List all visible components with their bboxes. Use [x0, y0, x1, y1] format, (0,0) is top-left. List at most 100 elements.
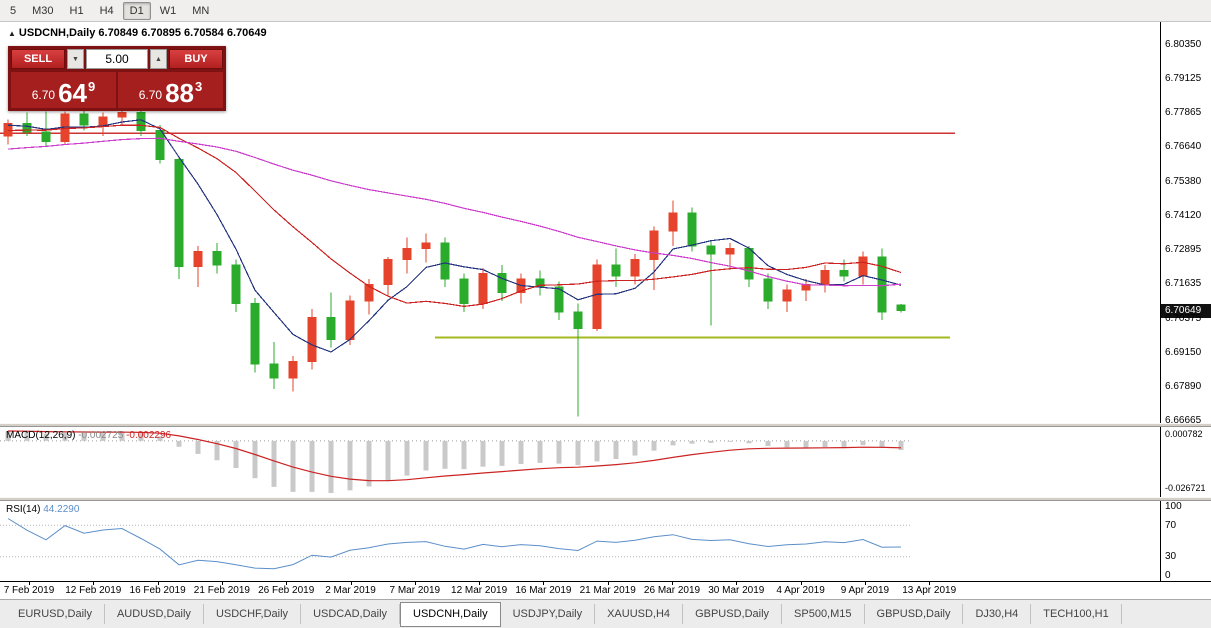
- chart-tab-usdjpy-daily[interactable]: USDJPY,Daily: [501, 604, 596, 624]
- price-scale-label: 6.66665: [1165, 415, 1202, 426]
- ma-5-line: [7, 119, 902, 353]
- horizontal-lines: [0, 132, 955, 339]
- chart-window: 0.000782 -0.026721 6.70649 6.80350 6.7912…: [0, 22, 1211, 599]
- price-scale-label: 6.75380: [1165, 175, 1202, 187]
- date-tick: [800, 582, 802, 585]
- time-axis[interactable]: 7 Feb 2019 12 Feb 2019 16 Feb 2019 21 Feb 2…: [0, 581, 1211, 599]
- rsi-scale-label: 70: [1165, 519, 1177, 531]
- macd-name: MACD(12,26,9): [6, 430, 76, 441]
- ask-prefix: 6.70: [138, 88, 163, 102]
- volume-input[interactable]: [86, 49, 148, 69]
- rsi-value: 44.2290: [43, 504, 80, 515]
- price-scale-label: 6.71635: [1165, 278, 1202, 290]
- symbol-title: USDCNH,Daily: [18, 27, 96, 39]
- price-scale-label: 6.72895: [1165, 243, 1202, 255]
- date-tick: [736, 582, 738, 585]
- chart-tab-audusd-daily[interactable]: AUDUSD,Daily: [105, 604, 204, 624]
- macd-label: MACD(12,26,9) -0.002725 -0.002296: [6, 430, 171, 441]
- rsi-line: [7, 518, 902, 570]
- candles-layer: [3, 108, 906, 417]
- price-scale[interactable]: 0.000782 -0.026721 6.70649 6.80350 6.7912…: [1160, 22, 1211, 581]
- date-label: 21 Mar 2019: [579, 585, 636, 596]
- panel-divider[interactable]: [0, 423, 1211, 427]
- price-scale-label: 6.77865: [1165, 107, 1202, 119]
- date-label: 7 Mar 2019: [389, 585, 441, 596]
- date-tick: [543, 582, 545, 585]
- bid-pip-digit: 9: [88, 79, 96, 94]
- current-price-tag: 6.70649: [1161, 303, 1211, 318]
- macd-signal-value: -0.002296: [126, 430, 172, 441]
- macd-main-value: -0.002725: [78, 430, 124, 441]
- chart-header: ▲ USDCNH,Daily 6.70849 6.70895 6.70584 6.…: [8, 27, 267, 39]
- chart-tab-gbpusd-daily[interactable]: GBPUSD,Daily: [865, 604, 964, 624]
- rsi-scale-label: 100: [1165, 501, 1182, 512]
- bid-quote[interactable]: 6.70 64 9: [11, 72, 116, 108]
- macd-signal-line: [7, 430, 902, 482]
- macd-histogram: [5, 431, 904, 493]
- price-chart-canvas[interactable]: [0, 22, 1160, 423]
- buy-button[interactable]: BUY: [169, 49, 223, 69]
- price-scale-label: 6.67890: [1165, 381, 1202, 393]
- chart-tab-usdcad-daily[interactable]: USDCAD,Daily: [301, 604, 401, 624]
- date-tick: [286, 582, 288, 585]
- timeframe-toolbar: 5 M30 H1 H4 D1 W1 MN: [0, 0, 1211, 22]
- panel-divider[interactable]: [0, 497, 1211, 501]
- chart-tab-dj30-h4[interactable]: DJ30,H4: [963, 604, 1032, 624]
- date-tick: [221, 582, 223, 585]
- chart-tab-tech100-h1[interactable]: TECH100,H1: [1031, 604, 1122, 624]
- chart-tab-usdchf-daily[interactable]: USDCHF,Daily: [204, 604, 302, 624]
- price-scale-label: 6.76640: [1165, 140, 1202, 152]
- date-tick: [607, 582, 609, 585]
- price-scale-label: 6.70375: [1165, 313, 1202, 325]
- date-label: 16 Feb 2019: [129, 585, 186, 596]
- date-label: 2 Mar 2019: [325, 585, 376, 596]
- rsi-indicator-canvas[interactable]: [0, 501, 1160, 581]
- ma-34-line: [7, 137, 902, 287]
- price-scale-label: 6.79125: [1165, 72, 1202, 84]
- date-label: 9 Apr 2019: [840, 585, 890, 596]
- chart-tab-gbpusd-daily[interactable]: GBPUSD,Daily: [683, 604, 783, 624]
- date-tick: [350, 582, 352, 585]
- ask-pip-digit: 3: [195, 79, 203, 94]
- date-label: 7 Feb 2019: [3, 585, 55, 596]
- date-label: 21 Feb 2019: [193, 585, 250, 596]
- macd-scale-max: 0.000782: [1165, 429, 1203, 439]
- timeframe-button-w1[interactable]: W1: [159, 4, 177, 17]
- rsi-scale-label: 30: [1165, 551, 1177, 563]
- chart-tab-bar: EURUSD,Daily AUDUSD,Daily USDCHF,Daily USDC…: [0, 599, 1211, 628]
- macd-scale-min: -0.026721: [1165, 483, 1206, 493]
- date-tick: [864, 582, 866, 585]
- ask-quote[interactable]: 6.70 88 3: [118, 72, 223, 108]
- collapse-panel-icon[interactable]: ▲: [8, 29, 16, 38]
- timeframe-button-m30[interactable]: M30: [32, 4, 54, 17]
- ohlc-values: 6.70849 6.70895 6.70584 6.70649: [98, 27, 267, 39]
- rsi-scale-label: 0: [1165, 570, 1171, 581]
- chart-tab-eurusd-daily[interactable]: EURUSD,Daily: [6, 604, 105, 624]
- date-label: 13 Apr 2019: [902, 585, 957, 596]
- date-label: 26 Feb 2019: [258, 585, 315, 596]
- timeframe-button-5[interactable]: 5: [10, 4, 17, 17]
- price-scale-label: 6.74120: [1165, 210, 1202, 222]
- bid-prefix: 6.70: [31, 88, 56, 102]
- date-label: 12 Mar 2019: [451, 585, 508, 596]
- macd-indicator-canvas[interactable]: [0, 427, 1160, 497]
- timeframe-button-d1[interactable]: D1: [122, 1, 151, 20]
- date-tick: [479, 582, 481, 585]
- timeframe-button-h1[interactable]: H1: [69, 4, 84, 17]
- sell-button[interactable]: SELL: [11, 49, 65, 69]
- one-click-trade-panel: SELL ▼ ▲ BUY 6.70 64 9 6.70 88 3: [8, 46, 226, 111]
- date-label: 4 Apr 2019: [776, 585, 825, 596]
- timeframe-button-h4[interactable]: H4: [99, 4, 114, 17]
- ask-big-digits: 88: [165, 78, 195, 108]
- chart-tab-xauusd-h4[interactable]: XAUUSD,H4: [595, 604, 684, 624]
- date-tick: [157, 582, 159, 585]
- date-label: 30 Mar 2019: [708, 585, 765, 596]
- volume-decrease-button[interactable]: ▼: [67, 49, 84, 69]
- date-label: 16 Mar 2019: [515, 585, 572, 596]
- volume-increase-button[interactable]: ▲: [150, 49, 167, 69]
- chart-tab-sp500-m15[interactable]: SP500,M15: [782, 604, 865, 624]
- ma-13-line: [7, 124, 902, 308]
- chart-tab-usdcnh-daily[interactable]: USDCNH,Daily: [400, 601, 501, 627]
- timeframe-button-mn[interactable]: MN: [192, 4, 210, 17]
